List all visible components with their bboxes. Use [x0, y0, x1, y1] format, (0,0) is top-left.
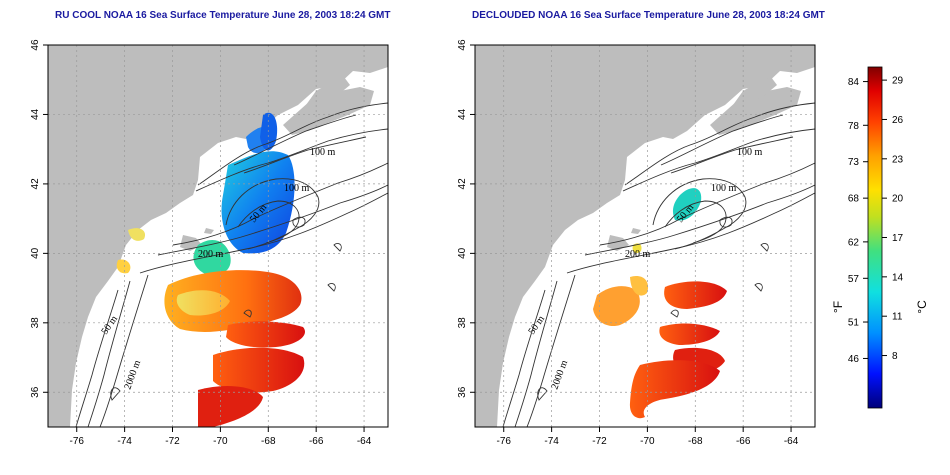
fahrenheit-tick-label: 57	[848, 274, 860, 285]
contour-label: 100 m	[711, 183, 737, 194]
right-sst-field	[593, 188, 727, 419]
fahrenheit-tick-label: 51	[848, 318, 860, 329]
celsius-tick-label: 17	[892, 233, 904, 244]
sst-patch	[221, 151, 295, 254]
sst-patch	[226, 321, 305, 348]
left-map-panel: 100 m 100 m 50 m 200 m 50 m 2000 m -76 -7…	[30, 39, 389, 447]
sst-patch	[193, 240, 231, 276]
sst-patch	[128, 228, 146, 241]
x-tick-label: -76	[70, 436, 85, 447]
x-tick-label: -74	[117, 436, 132, 447]
celsius-tick-label: 14	[892, 272, 904, 283]
y-tick-label: 38	[30, 317, 41, 329]
sst-patch	[629, 360, 720, 419]
y-tick-label: 40	[457, 247, 468, 259]
x-tick-label: -76	[497, 436, 512, 447]
right-map-panel: 100 m 100 m 50 m 200 m 50 m 2000 m -76 -7…	[457, 39, 816, 447]
y-tick-label: 46	[30, 39, 41, 51]
x-tick-label: -70	[640, 436, 655, 447]
right-plot-frame	[474, 44, 816, 428]
colorbar-ticks: 29 26 23 20 17 14 11 8 84 78 73 68 62 57 51 46	[848, 76, 904, 365]
sst-patch	[659, 323, 720, 345]
colorbar: 29 26 23 20 17 14 11 8 84 78 73 68 62 57 51 46 °F °C	[831, 66, 929, 409]
y-tick-label: 36	[30, 386, 41, 398]
sst-patch	[593, 286, 640, 327]
x-tick-label: -64	[784, 436, 799, 447]
x-tick-label: -66	[309, 436, 324, 447]
contour-label: 100 m	[310, 147, 336, 158]
x-tick-label: -64	[357, 436, 372, 447]
y-tick-label: 44	[30, 108, 41, 120]
right-axes: -76 -74 -72 -70 -68 -66 -64 36 38 40 42 44 46	[457, 39, 799, 447]
sst-patch	[632, 243, 642, 253]
contour-label: 200 m	[198, 249, 224, 260]
left-panel-title: RU COOL NOAA 16 Sea Surface Temperature …	[55, 10, 391, 21]
y-tick-label: 46	[457, 39, 468, 51]
x-tick-label: -72	[592, 436, 607, 447]
y-tick-label: 38	[457, 317, 468, 329]
fahrenheit-tick-label: 78	[848, 121, 860, 132]
y-tick-label: 36	[457, 386, 468, 398]
x-tick-label: -68	[688, 436, 703, 447]
left-gridlines	[48, 44, 388, 427]
x-tick-label: -66	[736, 436, 751, 447]
celsius-tick-label: 23	[892, 154, 904, 165]
celsius-label: °C	[915, 300, 929, 314]
celsius-tick-label: 8	[892, 351, 898, 362]
celsius-tick-label: 20	[892, 194, 904, 205]
contour-label: 200 m	[625, 249, 651, 260]
sst-patch	[630, 275, 649, 296]
y-tick-label: 40	[30, 247, 41, 259]
contour-label: 100 m	[284, 183, 310, 194]
celsius-tick-label: 11	[892, 312, 903, 323]
fahrenheit-tick-label: 84	[848, 77, 860, 88]
left-sst-field	[116, 112, 305, 427]
celsius-tick-label: 29	[892, 76, 904, 87]
x-tick-label: -72	[165, 436, 180, 447]
sst-patch	[198, 385, 263, 427]
left-axes: -76 -74 -72 -70 -68 -66 -64 36 38 40 42 44 46	[30, 39, 372, 447]
x-tick-label: -74	[544, 436, 559, 447]
sst-patch	[176, 290, 230, 316]
sst-patch	[116, 259, 131, 274]
right-panel-title: DECLOUDED NOAA 16 Sea Surface Temperatur…	[472, 10, 825, 21]
y-tick-label: 42	[457, 178, 468, 190]
fahrenheit-label: °F	[831, 301, 845, 313]
colorbar-gradient	[867, 66, 883, 409]
contour-label: 100 m	[737, 147, 763, 158]
fahrenheit-tick-label: 73	[848, 157, 860, 168]
sst-patch	[213, 347, 305, 393]
y-tick-label: 44	[457, 108, 468, 120]
sst-patch	[164, 270, 302, 332]
celsius-tick-label: 26	[892, 115, 904, 126]
x-tick-label: -70	[213, 436, 228, 447]
y-tick-label: 42	[30, 178, 41, 190]
fahrenheit-tick-label: 68	[848, 194, 860, 205]
x-tick-label: -68	[261, 436, 276, 447]
fahrenheit-tick-label: 46	[848, 354, 860, 365]
left-plot-frame	[47, 44, 389, 428]
fahrenheit-tick-label: 62	[848, 237, 860, 248]
